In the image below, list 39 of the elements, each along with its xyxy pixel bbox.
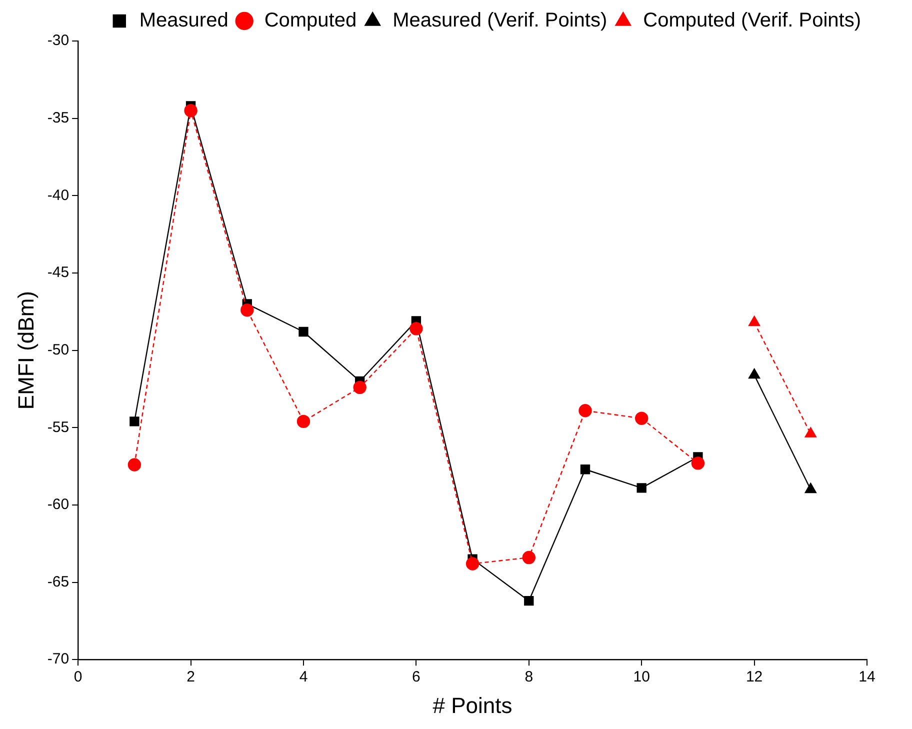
y-tick-label: -55 xyxy=(47,418,70,436)
x-tick-label: 8 xyxy=(524,668,534,686)
y-tick-label: -65 xyxy=(47,573,70,590)
x-tick-label: 4 xyxy=(299,668,308,686)
point xyxy=(578,404,592,418)
point xyxy=(524,596,534,606)
y-tick-label: -45 xyxy=(47,264,70,282)
legend-label: Computed (Verif. Points) xyxy=(643,10,862,32)
point xyxy=(691,456,705,470)
y-axis-title: EMFI (dBm) xyxy=(13,291,38,410)
x-tick-label: 10 xyxy=(633,668,650,686)
point xyxy=(296,414,310,428)
y-tick-label: -50 xyxy=(47,341,70,358)
point xyxy=(636,483,646,493)
point xyxy=(240,303,254,317)
x-tick-label: 6 xyxy=(412,668,420,686)
point xyxy=(522,550,536,564)
x-tick-label: 0 xyxy=(74,668,82,686)
x-tick-label: 12 xyxy=(746,668,763,686)
point xyxy=(128,458,142,472)
point xyxy=(130,416,140,426)
legend-label: Measured xyxy=(139,10,228,32)
x-tick-label: 14 xyxy=(858,668,876,686)
x-tick-label: 2 xyxy=(186,668,195,686)
point xyxy=(410,322,423,336)
point xyxy=(298,326,308,337)
legend-label: Computed xyxy=(264,10,357,32)
y-tick-label: -70 xyxy=(47,650,70,668)
y-tick-label: -30 xyxy=(47,32,70,50)
y-tick-label: -35 xyxy=(47,109,70,126)
legend-label: Measured (Verif. Points) xyxy=(392,10,608,32)
point xyxy=(466,557,480,570)
point xyxy=(184,104,198,118)
y-tick-label: -60 xyxy=(47,496,70,514)
point xyxy=(634,412,648,425)
x-axis-title: # Points xyxy=(432,692,512,718)
point xyxy=(353,380,366,394)
point xyxy=(580,464,590,474)
y-tick-label: -40 xyxy=(47,186,70,204)
